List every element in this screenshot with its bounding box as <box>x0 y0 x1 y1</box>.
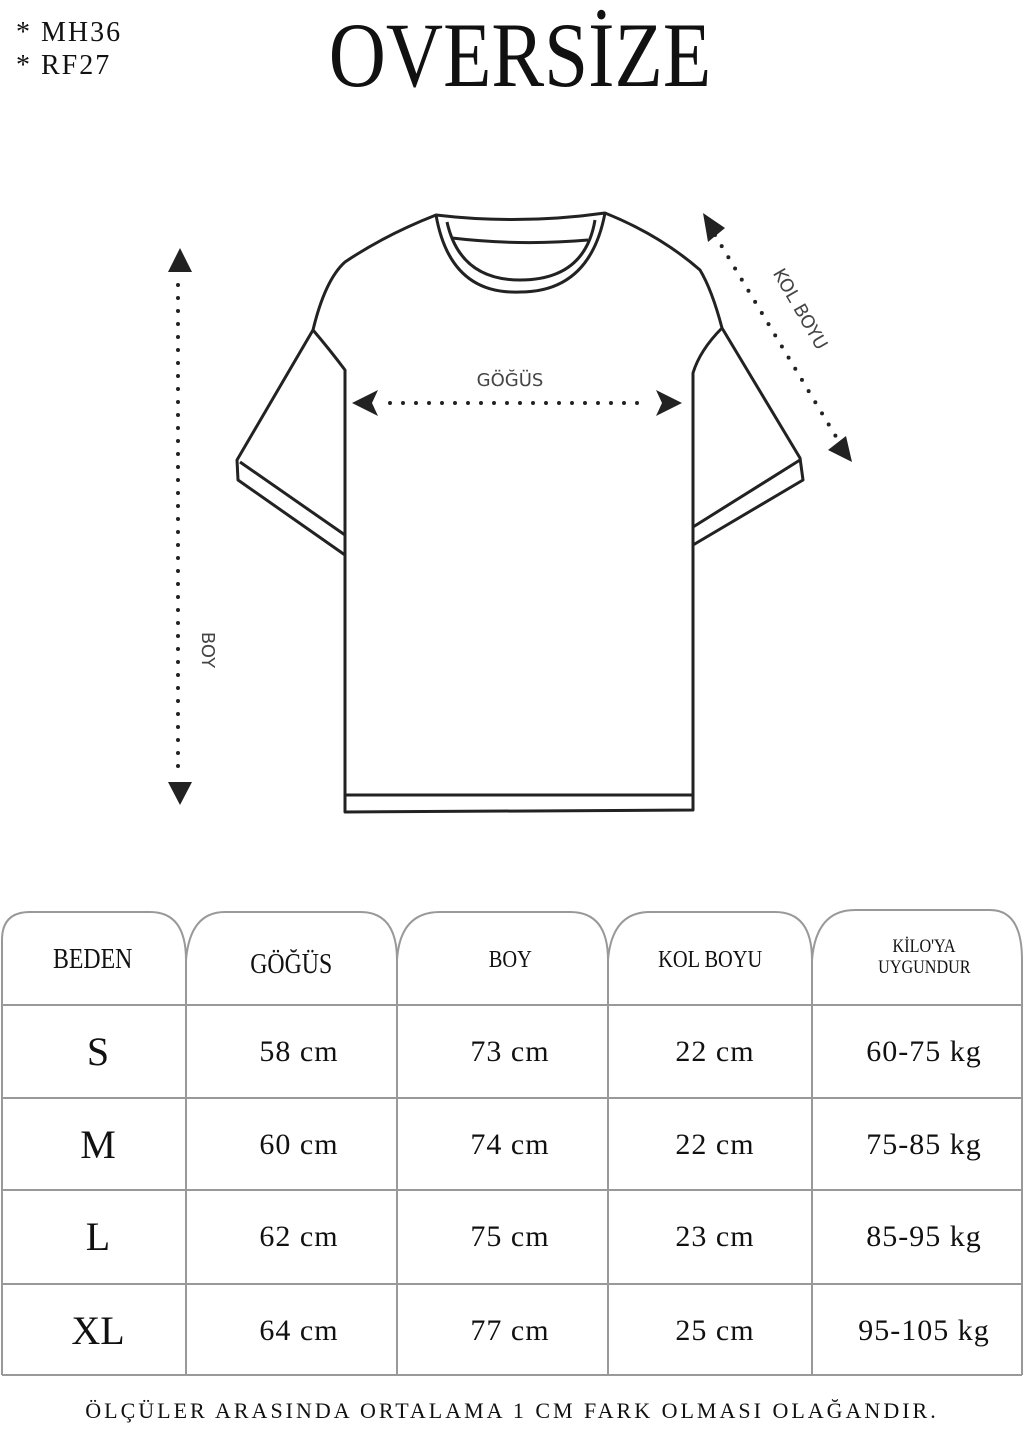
product-code: * RF27 <box>16 50 112 81</box>
table-header: KİLO'YA UYGUNDUR <box>877 936 971 978</box>
size-cell: M <box>80 1122 116 1167</box>
tshirt-diagram: GÖĞÜS BOY KOL BOYU <box>168 211 852 814</box>
product-codes: * MH36 * RF27 <box>16 16 122 82</box>
arrow-down-right-icon <box>828 436 852 462</box>
measurement-cell: 75 cm <box>470 1219 550 1253</box>
size-cell: XL <box>71 1308 125 1353</box>
measurement-cell: 73 cm <box>470 1034 550 1068</box>
table-header: BEDEN <box>53 944 133 975</box>
table-header: BOY <box>488 946 532 973</box>
size-cell: L <box>85 1214 111 1259</box>
size-cell: S <box>86 1029 110 1074</box>
arrow-left-icon <box>352 390 378 416</box>
table-header: GÖĞÜS <box>250 949 333 980</box>
tshirt-outline <box>235 211 805 814</box>
product-code: * MH36 <box>16 17 123 48</box>
measurement-cell: 23 cm <box>675 1219 755 1253</box>
measurement-cell: 64 cm <box>259 1313 339 1347</box>
sleeve-label: KOL BOYU <box>768 265 831 354</box>
size-table-grid <box>1 909 1023 1376</box>
measurement-cell: 60 cm <box>259 1127 339 1161</box>
arrow-up-icon <box>168 248 192 272</box>
page-title: OVERSİZE <box>328 4 712 106</box>
arrow-right-icon <box>656 390 682 416</box>
table-header: KOL BOYU <box>657 946 763 973</box>
measurement-cell: 95-105 kg <box>858 1313 990 1347</box>
measurement-cell: 77 cm <box>470 1313 550 1347</box>
measurement-cell: 22 cm <box>675 1034 755 1068</box>
arrow-down-icon <box>168 782 192 805</box>
footer-note: ÖLÇÜLER ARASINDA ORTALAMA 1 CM FARK OLMA… <box>85 1398 939 1423</box>
chest-label: GÖĞÜS <box>477 369 544 391</box>
measurement-cell: 62 cm <box>259 1219 339 1253</box>
measurement-cell: 74 cm <box>470 1127 550 1161</box>
measurement-cell: 85-95 kg <box>866 1219 982 1253</box>
measurement-cell: 25 cm <box>675 1313 755 1347</box>
measurement-cell: 60-75 kg <box>866 1034 982 1068</box>
measurement-cell: 22 cm <box>675 1127 755 1161</box>
measurement-cell: 58 cm <box>259 1034 339 1068</box>
length-label: BOY <box>197 632 218 669</box>
arrow-up-left-icon <box>703 213 725 242</box>
measurement-cell: 75-85 kg <box>866 1127 982 1161</box>
